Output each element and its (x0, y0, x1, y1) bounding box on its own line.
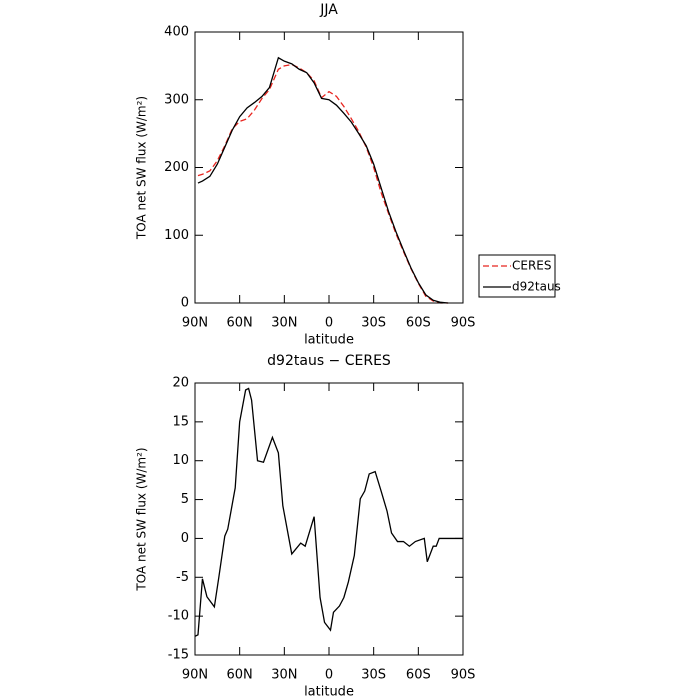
y-tick-label: 15 (172, 414, 189, 429)
x-tick-label: 90S (451, 668, 476, 683)
y-axis-label: TOA net SW flux (W/m²) (135, 447, 149, 591)
x-tick-label: 30S (361, 316, 386, 331)
x-tick-label: 0 (325, 316, 333, 331)
y-tick-label: 0 (181, 296, 189, 311)
y-tick-label: -5 (176, 570, 189, 585)
x-tick-label: 90S (451, 316, 476, 331)
y-tick-label: 200 (164, 160, 189, 175)
x-tick-label: 60N (227, 668, 253, 683)
legend-label: d92taus (512, 280, 561, 294)
x-tick-label: 30N (271, 668, 297, 683)
legend-label: CERES (512, 259, 552, 273)
data-line (194, 387, 463, 637)
x-tick-label: 60N (227, 316, 253, 331)
y-tick-label: 300 (164, 92, 189, 107)
y-tick-label: -10 (168, 609, 189, 624)
y-tick-label: -15 (168, 648, 189, 663)
x-tick-label: 90N (182, 316, 208, 331)
y-tick-label: 10 (172, 453, 189, 468)
y-axis-label: TOA net SW flux (W/m²) (135, 96, 149, 240)
legend-box (478, 254, 556, 298)
plot-frame (194, 382, 464, 656)
x-axis-label: latitude (304, 333, 354, 348)
x-tick-label: 30S (361, 668, 386, 683)
y-tick-label: 0 (181, 531, 189, 546)
data-line (197, 56, 449, 304)
y-tick-label: 5 (181, 492, 189, 507)
chart-title: JJA (319, 2, 338, 18)
chart-title: d92taus − CERES (267, 353, 391, 369)
x-axis-label: latitude (304, 685, 354, 700)
x-tick-label: 0 (325, 668, 333, 683)
x-tick-label: 60S (406, 668, 431, 683)
y-tick-label: 100 (164, 228, 189, 243)
plot-frame (194, 31, 464, 304)
y-tick-label: 400 (164, 25, 189, 40)
x-tick-label: 30N (271, 316, 297, 331)
x-tick-label: 60S (406, 316, 431, 331)
y-tick-label: 20 (172, 376, 189, 391)
x-tick-label: 90N (182, 668, 208, 683)
